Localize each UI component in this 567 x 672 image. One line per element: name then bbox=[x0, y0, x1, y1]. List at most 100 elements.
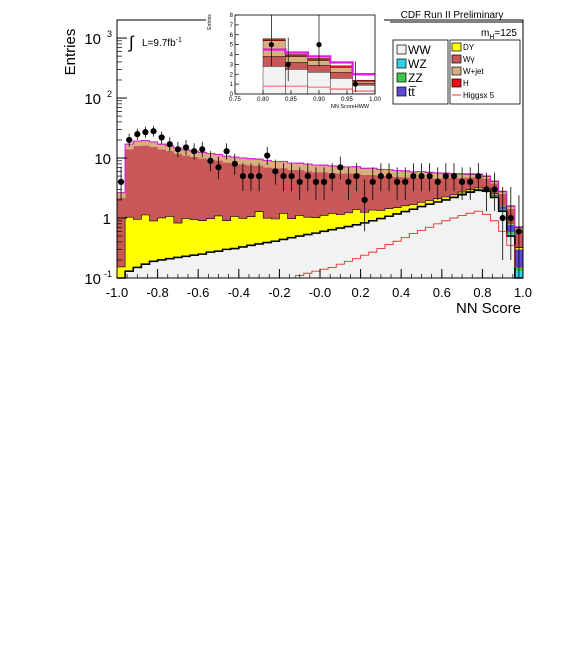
inset-x-axis-label: NN ScoreHWW bbox=[331, 104, 370, 110]
bin-wjet bbox=[133, 141, 141, 146]
x-tick-label: -0.8 bbox=[146, 285, 168, 300]
data-point bbox=[264, 152, 270, 158]
bin-dy bbox=[247, 217, 255, 245]
data-point bbox=[345, 179, 351, 185]
y-tick-label: 10 bbox=[84, 31, 101, 48]
data-point bbox=[248, 173, 254, 179]
legend-swatch bbox=[397, 73, 406, 82]
bin-ww bbox=[296, 236, 304, 278]
legend-label: WW bbox=[408, 43, 431, 57]
data-point bbox=[483, 186, 489, 192]
bin-ww bbox=[223, 249, 231, 278]
bin-dy bbox=[352, 210, 360, 225]
bin-ww bbox=[255, 244, 263, 278]
data-point bbox=[337, 164, 343, 170]
legend-swatch bbox=[397, 87, 406, 96]
bin-ww bbox=[125, 271, 133, 278]
legend-label: ZZ bbox=[408, 71, 423, 85]
bin-ww bbox=[458, 195, 466, 278]
bin-dy bbox=[328, 213, 336, 229]
bin-w bbox=[166, 151, 174, 216]
bin-dy bbox=[182, 218, 190, 256]
data-point bbox=[240, 173, 246, 179]
bin-dy bbox=[288, 219, 296, 238]
data-point bbox=[207, 158, 213, 164]
bin-dy bbox=[312, 218, 320, 233]
bin-dy bbox=[385, 209, 393, 216]
bin-w bbox=[198, 158, 206, 220]
bin-w bbox=[117, 198, 125, 267]
bin-ww bbox=[352, 225, 360, 278]
x-tick-label: -0.4 bbox=[228, 285, 250, 300]
bin-dy bbox=[198, 221, 206, 254]
inset-bin-ww bbox=[285, 69, 307, 94]
inset-data-point bbox=[353, 82, 358, 87]
bin-dy bbox=[206, 219, 214, 252]
data-point bbox=[159, 134, 165, 140]
data-point bbox=[224, 148, 230, 154]
bin-dy bbox=[239, 218, 247, 246]
y-axis-label: Entries bbox=[62, 29, 79, 76]
bin-wjet bbox=[158, 144, 166, 149]
bin-ww bbox=[426, 204, 434, 278]
legend-label: WZ bbox=[408, 57, 427, 71]
inset-y-axis-label: Entries bbox=[207, 14, 213, 30]
legend-swatch bbox=[452, 67, 461, 75]
bin-dy bbox=[190, 220, 198, 255]
inset-bin-wjet bbox=[330, 67, 352, 72]
data-point bbox=[329, 173, 335, 179]
bin-ww bbox=[442, 200, 450, 278]
bin-w bbox=[149, 147, 157, 221]
bin-dy bbox=[214, 216, 222, 251]
data-point bbox=[516, 228, 522, 234]
y-tick-label: 10 bbox=[84, 91, 101, 108]
bin-ww bbox=[166, 259, 174, 278]
inset-data-point bbox=[286, 62, 291, 67]
x-tick-label: 0.2 bbox=[352, 285, 370, 300]
bin-ww bbox=[247, 245, 255, 278]
data-point bbox=[175, 146, 181, 152]
x-tick-label: 0.8 bbox=[473, 285, 491, 300]
y-tick-exponent: 2 bbox=[107, 89, 112, 99]
data-point bbox=[418, 173, 424, 179]
bin-dy bbox=[344, 213, 352, 227]
inset-bin-h bbox=[263, 39, 285, 41]
inset-bin-wjet bbox=[285, 56, 307, 62]
bin-ww bbox=[450, 197, 458, 278]
bin-ww bbox=[385, 216, 393, 278]
data-point bbox=[288, 173, 294, 179]
data-point bbox=[183, 144, 189, 150]
bin-ww bbox=[409, 209, 417, 278]
inset-x-tick-label: 0.95 bbox=[341, 97, 353, 103]
bin-dy bbox=[133, 219, 141, 267]
data-point bbox=[491, 186, 497, 192]
data-point bbox=[126, 137, 132, 143]
y-tick-label: 10 bbox=[84, 271, 101, 288]
x-tick-label: 1.0 bbox=[514, 285, 532, 300]
x-tick-label: 0.6 bbox=[433, 285, 451, 300]
legend-label: Higgsx 5 bbox=[463, 91, 495, 100]
data-point bbox=[215, 164, 221, 170]
bin-ww bbox=[239, 247, 247, 278]
bin-dy bbox=[279, 213, 287, 239]
data-point bbox=[427, 173, 433, 179]
bin-dy bbox=[401, 206, 409, 211]
data-point bbox=[459, 179, 465, 185]
data-point bbox=[142, 129, 148, 135]
bin-ww bbox=[190, 255, 198, 278]
bin-w bbox=[133, 146, 141, 219]
data-point bbox=[451, 173, 457, 179]
x-tick-label: -0.6 bbox=[187, 285, 209, 300]
bin-wjet bbox=[141, 141, 149, 146]
y-tick-label: 1 bbox=[103, 211, 111, 228]
data-point bbox=[443, 173, 449, 179]
y-tick-label: 10 bbox=[94, 151, 111, 168]
bin-dy bbox=[117, 267, 125, 277]
bin-w bbox=[263, 167, 271, 218]
bin-ww bbox=[231, 249, 239, 278]
bin-w bbox=[158, 149, 166, 218]
data-point bbox=[313, 179, 319, 185]
bin-dy bbox=[417, 202, 425, 206]
x-tick-label: -0.0 bbox=[309, 285, 331, 300]
data-point bbox=[191, 148, 197, 154]
